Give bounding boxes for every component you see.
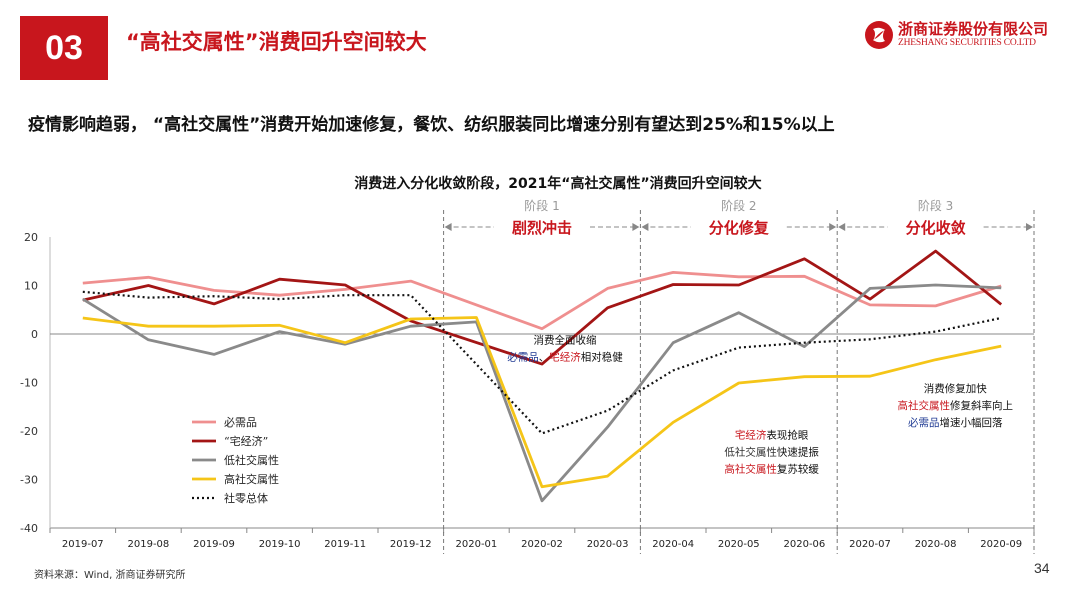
phase-name: 分化收敛	[906, 219, 966, 237]
y-tick-label: -20	[20, 425, 38, 438]
x-tick-label: 2020-06	[784, 539, 826, 550]
series-line-2	[82, 283, 1002, 503]
y-tick-label: 10	[24, 280, 38, 293]
logo-cn: 浙商证券股份有限公司	[898, 20, 1049, 38]
logo-en: ZHESHANG SECURITIES CO.LTD	[898, 38, 1036, 48]
annotation-segment: 高社交属性	[724, 462, 777, 475]
x-tick-label: 2020-09	[980, 539, 1022, 550]
x-tick-label: 2020-05	[718, 539, 760, 550]
y-tick-label: 20	[24, 231, 38, 244]
x-tick-label: 2020-07	[849, 539, 891, 550]
company-logo-icon	[865, 21, 893, 49]
annotation-segment: 高社交属性	[898, 399, 951, 412]
annotation-segment: 必需品	[507, 351, 539, 364]
y-tick-label: -40	[20, 522, 38, 535]
annotation-segment: 必需品	[908, 416, 940, 429]
x-tick-label: 2020-08	[915, 539, 957, 550]
annotation: 宅经济表现抢眼低社交属性快速提振高社交属性复苏较缓	[724, 428, 819, 475]
x-tick-label: 2020-03	[587, 539, 629, 550]
phase-name: 剧烈冲击	[512, 219, 572, 237]
annotation-segment: 复苏较缓	[777, 462, 819, 475]
x-tick-label: 2020-02	[521, 539, 563, 550]
chart-title: 消费进入分化收敛阶段，2021年“高社交属性”消费回升空间较大	[354, 175, 761, 192]
annotation-segment: 表现抢眼	[766, 428, 808, 441]
phase-arrowhead	[1026, 223, 1033, 231]
company-logo: 浙商证券股份有限公司 ZHESHANG SECURITIES CO.LTD	[864, 16, 1064, 56]
series-line-0	[82, 270, 1002, 331]
x-tick-label: 2019-09	[193, 539, 235, 550]
annotation-segment: 快速提振	[777, 445, 819, 458]
annotation-segment: 修复斜率向上	[950, 399, 1013, 412]
annotation: 消费修复加快高社交属性修复斜率向上必需品增速小幅回落	[898, 382, 1014, 429]
phase-label: 阶段 1	[524, 198, 559, 213]
source-note: 资料来源：Wind, 浙商证券研究所	[34, 570, 186, 581]
x-tick-label: 2019-07	[62, 539, 104, 550]
phase-label: 阶段 3	[918, 198, 953, 213]
annotation: 消费全面收缩必需品、宅经济相对稳健	[507, 334, 623, 364]
legend-label: 高社交属性	[224, 472, 279, 486]
legend-label: 低社交属性	[224, 453, 279, 467]
phase-arrowhead	[444, 223, 452, 231]
phase-arrowhead	[632, 223, 640, 231]
page-number: 34	[1034, 560, 1050, 576]
x-tick-label: 2019-10	[259, 539, 301, 550]
annotation-segment: 宅经济	[735, 428, 767, 441]
phase-arrowhead	[838, 223, 846, 231]
annotation-segment: 消费全面收缩	[533, 334, 596, 347]
x-tick-label: 2020-04	[652, 539, 694, 550]
x-tick-label: 2019-08	[128, 539, 170, 550]
x-tick-label: 2019-12	[390, 539, 432, 550]
series-line-1	[82, 249, 1003, 366]
phase-arrowhead	[641, 223, 649, 231]
annotation-segment: 宅经济	[549, 351, 581, 364]
annotation-segment: 相对稳健	[581, 351, 623, 364]
slide-subtitle: 疫情影响趋弱， “高社交属性”消费开始加速修复，餐饮、纺织服装同比增速分别有望达…	[28, 115, 835, 135]
y-tick-label: -30	[20, 474, 38, 487]
x-tick-label: 2020-01	[456, 539, 498, 550]
legend-label: 社零总体	[224, 491, 268, 505]
phase-label: 阶段 2	[721, 198, 756, 213]
legend-label: “宅经济”	[224, 434, 268, 448]
section-number-badge: 03	[20, 16, 108, 80]
slide-title: “高社交属性”消费回升空间较大	[126, 30, 427, 54]
annotation-segment: 增速小幅回落	[940, 416, 1003, 429]
annotation-segment: 消费修复加快	[924, 382, 987, 395]
annotation-segment: 低社交属性	[724, 445, 777, 458]
series-line-3	[82, 316, 1002, 489]
series-line-4	[82, 290, 1002, 435]
phase-arrowhead	[829, 223, 837, 231]
phase-name: 分化修复	[709, 219, 770, 237]
y-tick-label: -10	[20, 377, 38, 390]
legend-label: 必需品	[224, 416, 257, 429]
y-tick-label: 0	[31, 328, 38, 341]
annotation-segment: 、	[539, 352, 550, 364]
x-tick-label: 2019-11	[324, 539, 366, 550]
